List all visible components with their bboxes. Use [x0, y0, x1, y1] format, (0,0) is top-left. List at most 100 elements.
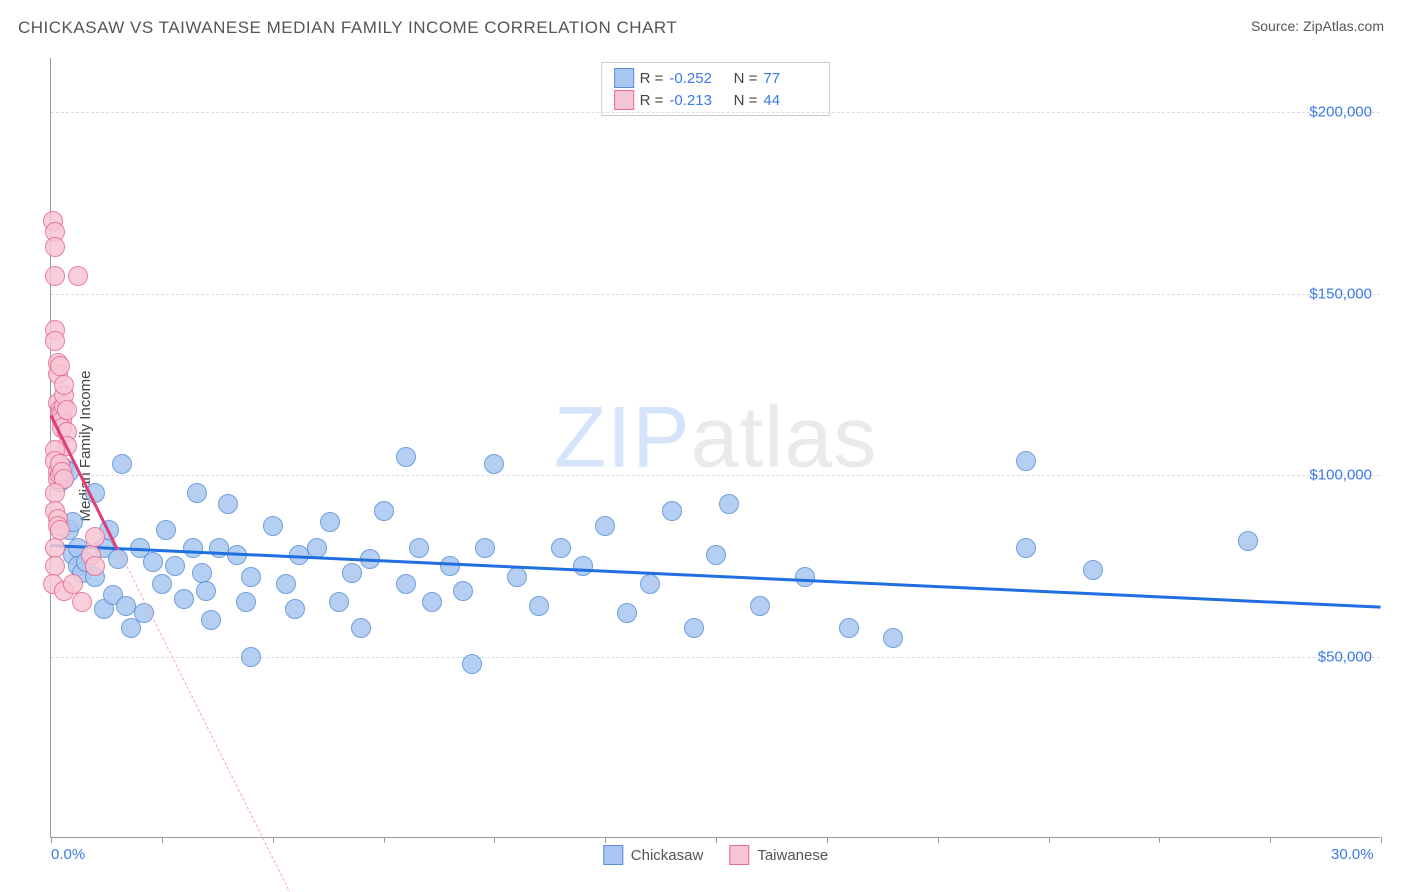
legend-n-label: N = — [729, 92, 757, 109]
legend-swatch — [614, 68, 634, 88]
data-point — [112, 454, 132, 474]
data-point — [484, 454, 504, 474]
x-tick — [1049, 837, 1050, 843]
data-point — [662, 501, 682, 521]
data-point — [156, 520, 176, 540]
legend-n-value: 77 — [763, 70, 817, 87]
data-point — [640, 574, 660, 594]
data-point — [241, 647, 261, 667]
gridline — [51, 112, 1380, 113]
data-point — [196, 581, 216, 601]
data-point — [1016, 538, 1036, 558]
data-point — [183, 538, 203, 558]
data-point — [143, 552, 163, 572]
gridline — [51, 475, 1380, 476]
x-axis-label: 0.0% — [51, 846, 85, 863]
legend-row: R = -0.252 N = 77 — [614, 67, 818, 89]
data-point — [475, 538, 495, 558]
data-point — [45, 556, 65, 576]
legend-swatch — [729, 845, 749, 865]
data-point — [152, 574, 172, 594]
data-point — [68, 266, 88, 286]
x-tick — [162, 837, 163, 843]
x-tick — [1381, 837, 1382, 843]
legend-r-value: -0.213 — [669, 92, 723, 109]
legend-swatch — [603, 845, 623, 865]
data-point — [883, 628, 903, 648]
x-tick — [938, 837, 939, 843]
data-point — [396, 447, 416, 467]
data-point — [706, 545, 726, 565]
x-tick — [605, 837, 606, 843]
data-point — [507, 567, 527, 587]
legend-swatch — [614, 90, 634, 110]
data-point — [285, 599, 305, 619]
data-point — [342, 563, 362, 583]
data-point — [276, 574, 296, 594]
data-point — [85, 556, 105, 576]
x-tick — [51, 837, 52, 843]
data-point — [750, 596, 770, 616]
watermark-atlas: atlas — [691, 389, 878, 485]
data-point — [108, 549, 128, 569]
data-point — [573, 556, 593, 576]
legend-r-label: R = — [640, 92, 664, 109]
source-link[interactable]: ZipAtlas.com — [1303, 18, 1384, 34]
data-point — [54, 375, 74, 395]
x-tick — [716, 837, 717, 843]
data-point — [351, 618, 371, 638]
data-point — [85, 527, 105, 547]
data-point — [241, 567, 261, 587]
legend-r-value: -0.252 — [669, 70, 723, 87]
x-axis-label: 30.0% — [1331, 846, 1374, 863]
watermark-zip: ZIP — [554, 389, 691, 485]
data-point — [72, 592, 92, 612]
series-legend: ChickasawTaiwanese — [603, 845, 828, 865]
legend-n-value: 44 — [763, 92, 817, 109]
legend-row: R = -0.213 N = 44 — [614, 89, 818, 111]
y-tick-label: $200,000 — [1309, 104, 1372, 121]
data-point — [63, 574, 83, 594]
legend-n-label: N = — [729, 70, 757, 87]
data-point — [45, 538, 65, 558]
data-point — [263, 516, 283, 536]
plot-area: ZIPatlas R =-0.252 N =77R =-0.213 N =44 … — [50, 58, 1380, 838]
legend-item: Taiwanese — [729, 845, 828, 865]
y-tick-label: $50,000 — [1318, 648, 1372, 665]
data-point — [453, 581, 473, 601]
data-point — [57, 400, 77, 420]
correlation-legend: R = -0.252 N = 77 R = -0.213 N = 44 — [601, 62, 831, 116]
data-point — [374, 501, 394, 521]
x-tick — [273, 837, 274, 843]
data-point — [218, 494, 238, 514]
data-point — [595, 516, 615, 536]
data-point — [551, 538, 571, 558]
x-tick — [384, 837, 385, 843]
data-point — [462, 654, 482, 674]
data-point — [320, 512, 340, 532]
x-tick — [494, 837, 495, 843]
source-prefix: Source: — [1251, 18, 1303, 34]
data-point — [617, 603, 637, 623]
gridline — [51, 294, 1380, 295]
x-tick — [1159, 837, 1160, 843]
data-point — [440, 556, 460, 576]
watermark: ZIPatlas — [554, 388, 877, 487]
data-point — [45, 266, 65, 286]
trend-line — [117, 548, 317, 892]
x-tick — [827, 837, 828, 843]
data-point — [174, 589, 194, 609]
data-point — [236, 592, 256, 612]
data-point — [422, 592, 442, 612]
data-point — [201, 610, 221, 630]
data-point — [684, 618, 704, 638]
data-point — [45, 483, 65, 503]
data-point — [719, 494, 739, 514]
data-point — [50, 520, 70, 540]
legend-label: Taiwanese — [757, 847, 828, 864]
data-point — [45, 331, 65, 351]
data-point — [307, 538, 327, 558]
legend-r-label: R = — [640, 70, 664, 87]
x-tick — [1270, 837, 1271, 843]
data-point — [1083, 560, 1103, 580]
